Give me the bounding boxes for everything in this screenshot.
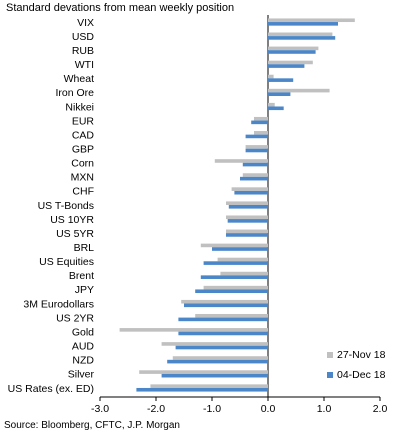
category-label: MXN bbox=[71, 172, 94, 184]
bar-series1 bbox=[139, 370, 268, 374]
bar-series1 bbox=[226, 229, 268, 234]
x-tick-label: -2.0 bbox=[147, 403, 165, 415]
bar-series2 bbox=[136, 387, 268, 392]
bar-series2 bbox=[200, 275, 268, 279]
category-label: Gold bbox=[72, 326, 94, 338]
legend-swatch bbox=[327, 352, 333, 358]
x-tick-label: -1.0 bbox=[203, 403, 221, 415]
category-label: Silver bbox=[68, 369, 95, 381]
category-label: 3M Eurodollars bbox=[23, 298, 94, 310]
bar-series2 bbox=[161, 373, 268, 378]
bar-series1 bbox=[119, 328, 268, 332]
legend-label: 04-Dec 18 bbox=[337, 369, 386, 381]
category-label: RUB bbox=[72, 45, 94, 57]
category-label: CAD bbox=[72, 129, 95, 141]
bar-series1 bbox=[268, 18, 355, 23]
category-label: US Rates (ex. ED) bbox=[8, 383, 94, 395]
category-label: US 10YR bbox=[50, 214, 94, 226]
category-label: US T-Bonds bbox=[38, 200, 94, 212]
bar-series1 bbox=[181, 299, 268, 304]
bar-series1 bbox=[268, 32, 333, 37]
category-label: AUD bbox=[72, 341, 95, 353]
bar-series1 bbox=[268, 102, 275, 107]
category-label: US 2YR bbox=[56, 312, 94, 324]
bar-series2 bbox=[245, 134, 268, 139]
bar-series2 bbox=[228, 205, 268, 209]
bar-series1 bbox=[231, 187, 268, 191]
category-label: VIX bbox=[77, 17, 94, 29]
bar-series2 bbox=[212, 247, 268, 251]
bar-series2 bbox=[268, 50, 316, 54]
category-label: US 5YR bbox=[56, 228, 94, 240]
bar-series1 bbox=[195, 313, 268, 318]
legend-label: 27-Nov 18 bbox=[337, 349, 386, 361]
category-label: US Equities bbox=[39, 256, 94, 268]
category-label: GBP bbox=[72, 144, 94, 156]
x-tick-label: -3.0 bbox=[91, 403, 109, 415]
bar-series1 bbox=[220, 271, 268, 276]
bar-series2 bbox=[184, 303, 268, 308]
category-label: Iron Ore bbox=[55, 87, 94, 99]
category-label: EUR bbox=[72, 115, 95, 127]
bar-series1 bbox=[200, 243, 268, 248]
x-tick-label: 1.0 bbox=[317, 403, 332, 415]
bar-series2 bbox=[175, 345, 268, 350]
category-label: JPY bbox=[75, 284, 94, 296]
bar-series1 bbox=[226, 201, 268, 205]
bar-series1 bbox=[242, 173, 268, 177]
bar-series2 bbox=[226, 233, 268, 237]
chart-subtitle: Standard devations from mean weekly posi… bbox=[6, 2, 235, 14]
bar-series2 bbox=[268, 64, 305, 68]
bar-series1 bbox=[217, 257, 268, 262]
bar-series2 bbox=[227, 219, 268, 223]
bar-series1 bbox=[161, 342, 268, 346]
bar-series2 bbox=[268, 106, 284, 111]
bar-series1 bbox=[203, 285, 268, 290]
bar-series1 bbox=[245, 145, 268, 149]
bar-series1 bbox=[150, 384, 268, 388]
bar-series2 bbox=[242, 162, 268, 167]
category-label: BRL bbox=[74, 242, 95, 254]
bar-series1 bbox=[268, 60, 313, 65]
bar-series2 bbox=[268, 36, 336, 40]
bar-series2 bbox=[245, 148, 268, 153]
bar-series2 bbox=[178, 331, 268, 336]
bar-series1 bbox=[268, 74, 274, 79]
bar-series2 bbox=[178, 317, 268, 322]
bar-series2 bbox=[240, 176, 268, 181]
bar-series2 bbox=[268, 78, 294, 82]
bar-series1 bbox=[172, 356, 268, 360]
bar-series2 bbox=[203, 261, 268, 265]
bar-series1 bbox=[254, 116, 268, 121]
legend-swatch bbox=[327, 372, 333, 378]
bar-series1 bbox=[268, 88, 330, 93]
bar-series1 bbox=[226, 215, 268, 220]
bar-series2 bbox=[268, 92, 291, 97]
bar-series2 bbox=[167, 359, 268, 364]
bar-series1 bbox=[268, 46, 319, 51]
category-label: Wheat bbox=[64, 73, 94, 85]
bar-series1 bbox=[254, 131, 268, 135]
x-tick-label: 2.0 bbox=[373, 403, 388, 415]
bar-series1 bbox=[214, 159, 268, 163]
bar-series2 bbox=[251, 120, 268, 125]
bar-series2 bbox=[195, 289, 268, 294]
x-tick-label: 0.0 bbox=[261, 403, 276, 415]
bar-series2 bbox=[268, 22, 338, 26]
chart-source: Source: Bloomberg, CFTC, J.P. Morgan bbox=[4, 420, 180, 431]
category-label: USD bbox=[72, 31, 95, 43]
category-label: NZD bbox=[72, 355, 94, 367]
category-label: Corn bbox=[71, 158, 94, 170]
category-label: CHF bbox=[72, 186, 94, 198]
bar-series2 bbox=[234, 190, 268, 195]
category-label: Brent bbox=[69, 270, 94, 282]
category-label: Nikkei bbox=[65, 101, 94, 113]
category-label: WTI bbox=[75, 59, 94, 71]
